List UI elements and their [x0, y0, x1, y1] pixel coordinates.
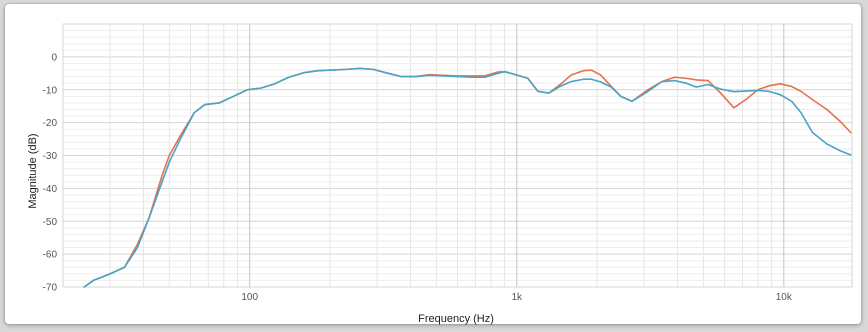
y-tick-label: -60	[43, 250, 58, 261]
series-lines	[83, 67, 852, 288]
y-axis-title: Magnitude (dB)	[27, 133, 39, 208]
y-tick-label: -20	[43, 118, 58, 129]
x-tick-label: 10k	[776, 292, 793, 303]
y-axis-ticks: 0 -10 -20 -30 -40 -50 -60 -70	[43, 52, 58, 293]
x-tick-label: 100	[241, 292, 258, 303]
y-tick-label: 0	[51, 52, 57, 63]
y-tick-label: -40	[43, 184, 58, 195]
grid	[62, 23, 853, 288]
y-tick-label: -10	[43, 85, 58, 96]
x-axis-ticks: 100 1k 10k	[241, 292, 793, 303]
y-tick-label: -70	[43, 283, 58, 294]
plot-border	[62, 23, 853, 288]
y-tick-label: -50	[43, 217, 58, 228]
y-tick-label: -30	[43, 151, 58, 162]
series-line-2	[83, 67, 852, 288]
x-axis-title: Frequency (Hz)	[418, 313, 494, 325]
x-tick-label: 1k	[511, 292, 523, 303]
